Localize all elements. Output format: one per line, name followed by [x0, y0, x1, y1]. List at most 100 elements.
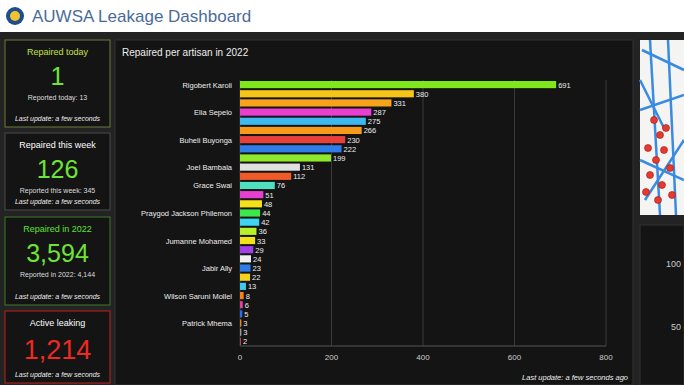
- bar: [240, 301, 243, 308]
- card-value: 1,214: [24, 335, 92, 365]
- data-label: 29: [255, 246, 263, 255]
- card-value: 1: [51, 62, 65, 90]
- bar: [240, 338, 241, 345]
- bars: [240, 81, 556, 345]
- data-label: 266: [364, 126, 377, 135]
- chart-title: Repaired per artisan in 2022: [122, 47, 249, 58]
- data-label: 3: [243, 328, 247, 337]
- data-label: 3: [243, 319, 247, 328]
- category-label: Elia Sepelo: [194, 108, 232, 117]
- bar: [240, 228, 256, 235]
- category-label: Grace Swai: [193, 181, 232, 190]
- bar: [240, 173, 291, 180]
- bar: [240, 99, 391, 106]
- side-tick-label: 100: [666, 259, 681, 269]
- bar: [240, 136, 345, 143]
- category-label: Joel Bambala: [187, 163, 233, 172]
- map-pin: [653, 157, 660, 164]
- map-pin: [663, 125, 670, 132]
- map-bg: [640, 40, 684, 215]
- card: [5, 217, 110, 305]
- bar: [240, 154, 331, 161]
- category-label: Praygod Jackson Philemon: [141, 209, 232, 218]
- card-title: Active leaking: [30, 318, 86, 328]
- bar: [240, 118, 366, 125]
- category-label: Rigobert Karoli: [182, 81, 232, 90]
- bar: [240, 264, 251, 271]
- card-footer: Last update: a few seconds: [15, 198, 101, 206]
- bar: [240, 255, 251, 262]
- map-pin: [643, 189, 650, 196]
- x-tick-label: 200: [325, 353, 339, 362]
- data-label: 48: [264, 200, 272, 209]
- map-road: [642, 50, 684, 70]
- data-label: 36: [258, 227, 266, 236]
- dashboard: AUWSA Leakage DashboardRepaired today1Re…: [0, 0, 684, 385]
- data-label: 112: [293, 172, 305, 181]
- card: [5, 133, 110, 210]
- card-value: 126: [37, 155, 79, 183]
- x-tick-label: 400: [416, 353, 430, 362]
- bar: [240, 246, 253, 253]
- data-label: 275: [368, 117, 381, 126]
- map-pin: [661, 147, 668, 154]
- chart-footer: Last update: a few seconds ago: [522, 373, 628, 382]
- bar: [240, 209, 260, 216]
- map-pin: [669, 192, 676, 199]
- map-pin: [647, 172, 654, 179]
- category-label: Wilson Saruni Mollel: [164, 292, 232, 301]
- bar: [240, 109, 371, 116]
- grid-line: [514, 80, 515, 346]
- data-label: 44: [262, 209, 270, 218]
- bar: [240, 191, 263, 198]
- map-pin: [657, 132, 664, 139]
- bar: [240, 329, 241, 336]
- bar: [240, 145, 342, 152]
- card-subtitle: Reported this week: 345: [20, 187, 96, 195]
- card-value: 3,594: [26, 239, 89, 267]
- bar: [240, 237, 255, 244]
- data-label: 222: [344, 145, 357, 154]
- data-label: 131: [302, 163, 315, 172]
- side-panel: [640, 225, 684, 385]
- map-road: [640, 95, 684, 110]
- bar: [240, 182, 275, 189]
- bar: [240, 164, 300, 171]
- header-bar: [0, 0, 684, 32]
- bar: [240, 81, 556, 88]
- card-title: Repaired today: [27, 47, 89, 57]
- card-title: Repaired in 2022: [23, 224, 92, 234]
- card-footer: Last update: a few seconds: [15, 293, 101, 301]
- map-pin: [667, 165, 674, 172]
- data-label: 22: [252, 273, 260, 282]
- side-tick-label: 50: [671, 322, 681, 332]
- card-subtitle: Reported in 2022: 4,144: [20, 271, 95, 279]
- bar: [240, 283, 246, 290]
- card-title: Repaired this week: [19, 140, 96, 150]
- background: [0, 0, 684, 385]
- data-label: 76: [277, 181, 285, 190]
- map-pin: [655, 197, 662, 204]
- map-road: [640, 160, 684, 180]
- data-label: 42: [261, 218, 269, 227]
- bar: [240, 319, 241, 326]
- x-axis-line: [240, 346, 606, 347]
- data-label: 8: [246, 292, 250, 301]
- data-label: 199: [333, 154, 346, 163]
- category-label: Jabir Ally: [202, 264, 232, 273]
- card: [5, 40, 110, 127]
- grid-line: [606, 80, 607, 346]
- bar: [240, 274, 250, 281]
- map-pin: [645, 145, 652, 152]
- category-label: Jumanne Mohamed: [166, 237, 232, 246]
- map-pin: [659, 182, 666, 189]
- data-label: 24: [253, 255, 261, 264]
- bar: [240, 200, 262, 207]
- bar: [240, 219, 259, 226]
- logo: [6, 7, 24, 25]
- data-label: 2: [243, 337, 247, 346]
- map-road: [640, 80, 665, 130]
- category-label: Patrick Mhema: [182, 319, 233, 328]
- card-footer: Last update: a few seconds: [15, 115, 101, 123]
- data-label: 380: [416, 90, 429, 99]
